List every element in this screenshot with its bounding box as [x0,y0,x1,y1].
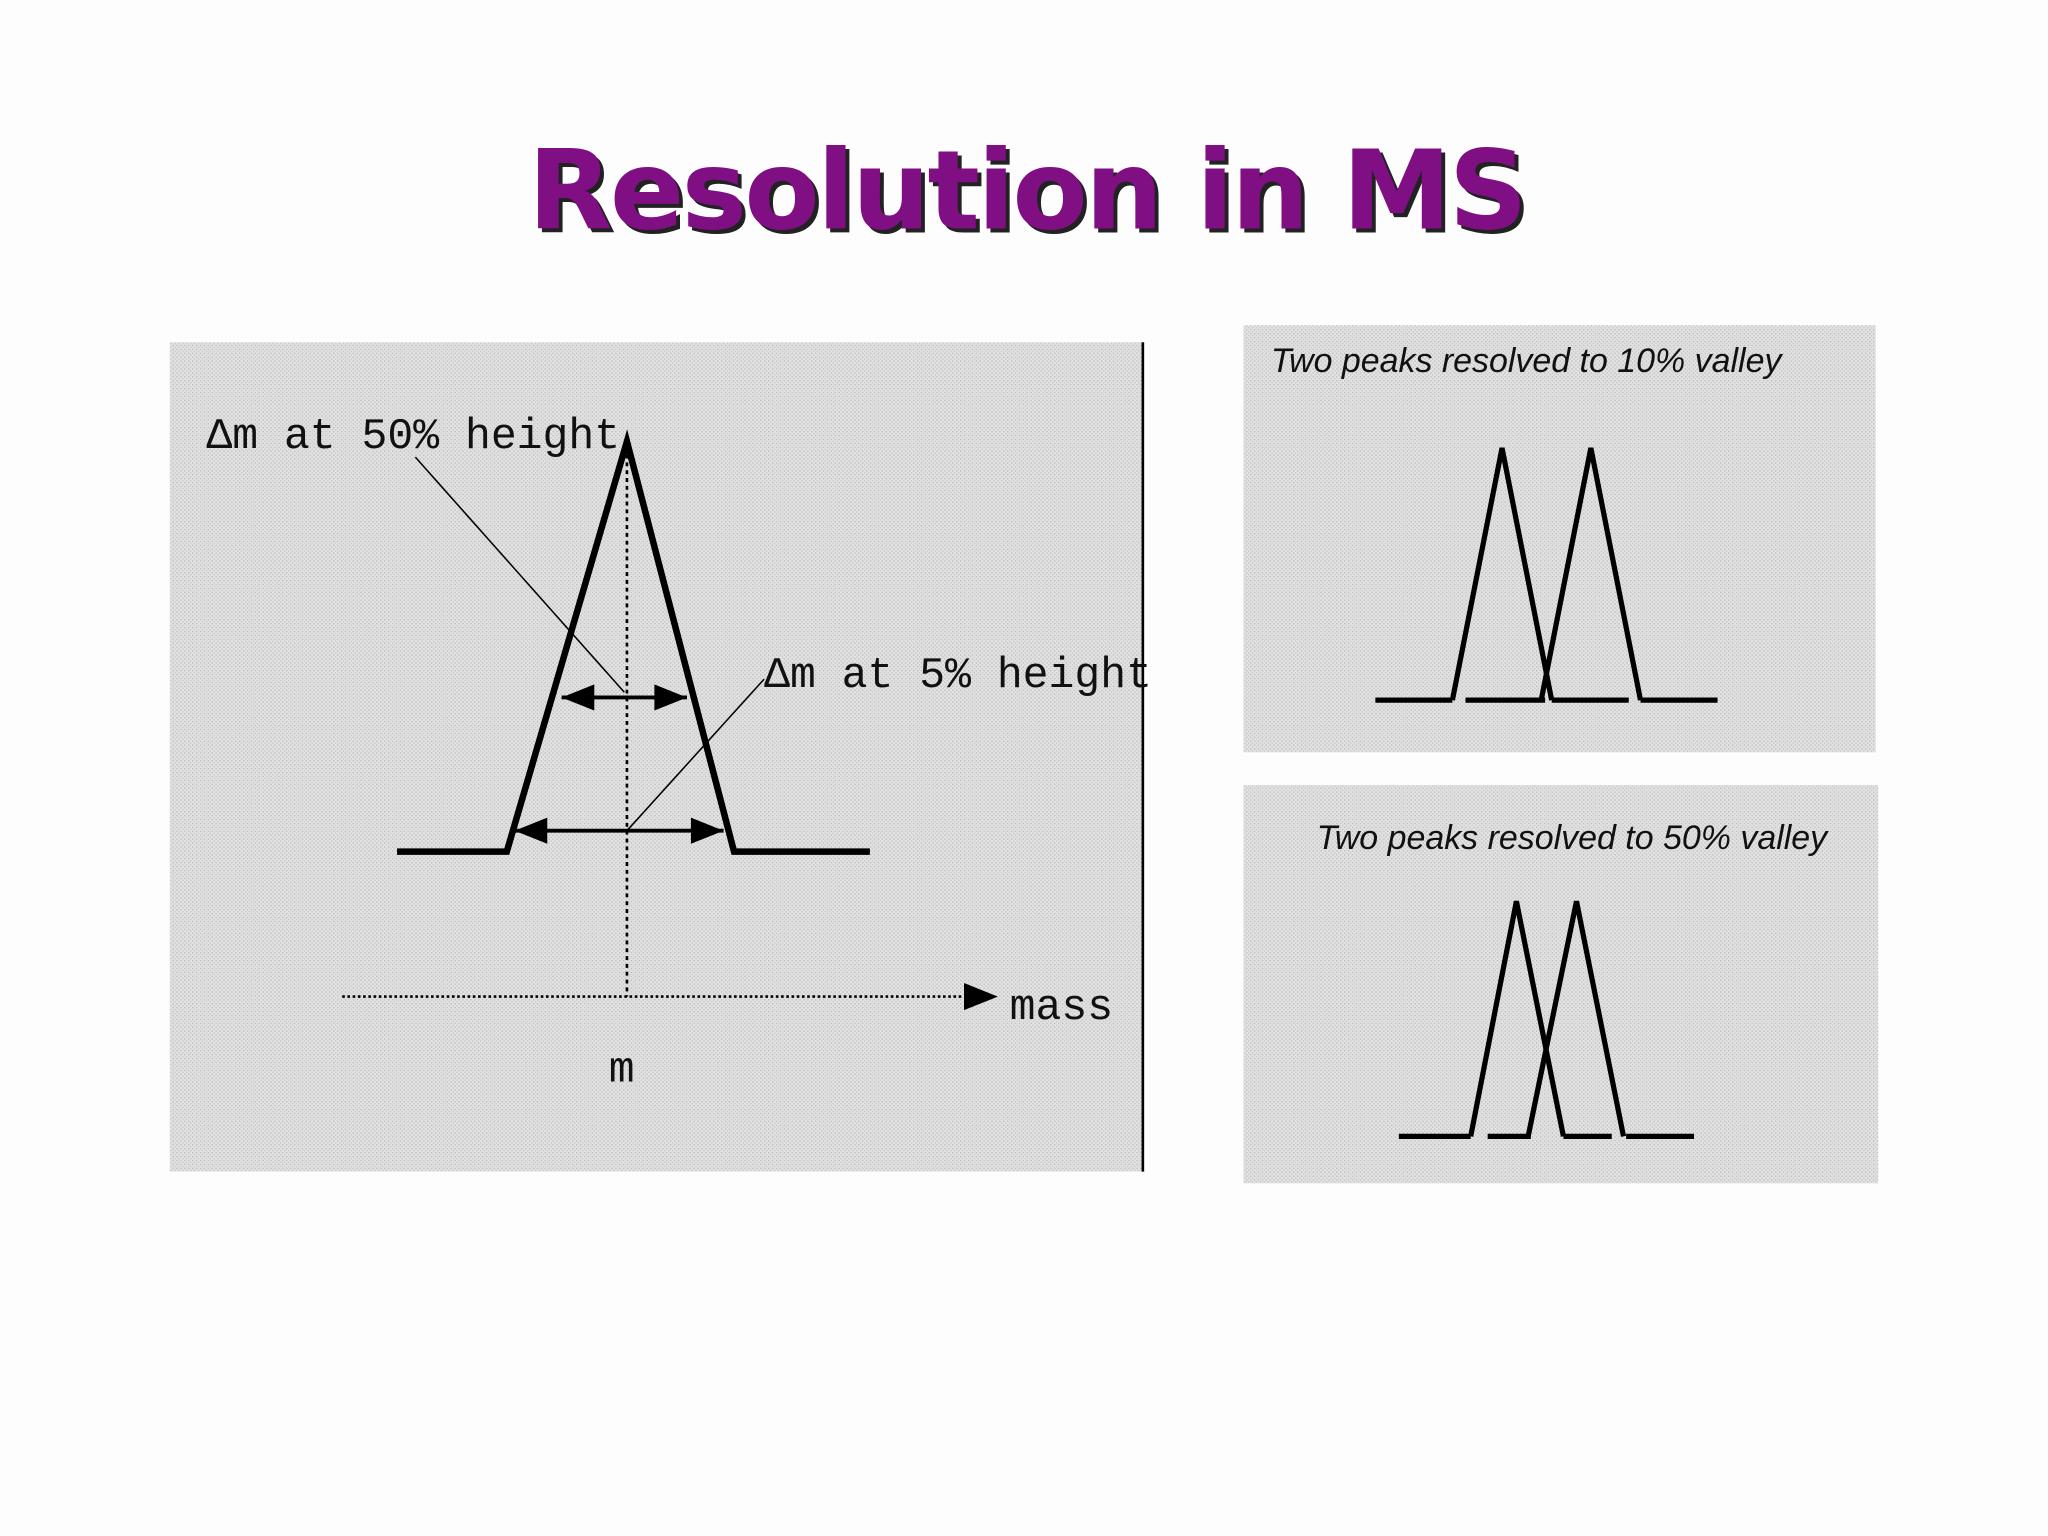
slide-title: Resolution in MS [528,127,1525,255]
panel-background [1243,325,1876,753]
panel-50-valley: Two peaks resolved to 50% valley [1243,784,1879,1184]
panel-caption: Two peaks resolved to 50% valley [1317,819,1830,857]
label-5-height: Δm at 5% height [764,651,1152,700]
peak [1449,447,1555,701]
leader-line-50 [414,456,625,693]
panel-10-valley: Two peaks resolved to 10% valley [1243,325,1876,753]
figure-background [169,342,1143,1172]
title-shadow: Resolution in MS [532,130,1529,258]
main-figure: Δm at 50% height Δm at 5% height mass m [169,342,1152,1172]
axis-label: mass [1010,983,1113,1032]
peak [1525,900,1627,1137]
leader-line-5 [626,678,765,832]
peak [1538,447,1644,701]
peak-label: m [609,1045,635,1094]
panel-caption: Two peaks resolved to 10% valley [1271,342,1784,380]
peak [1468,900,1566,1137]
peak-outline [397,429,870,855]
label-50-height: Δm at 50% height [206,412,620,461]
